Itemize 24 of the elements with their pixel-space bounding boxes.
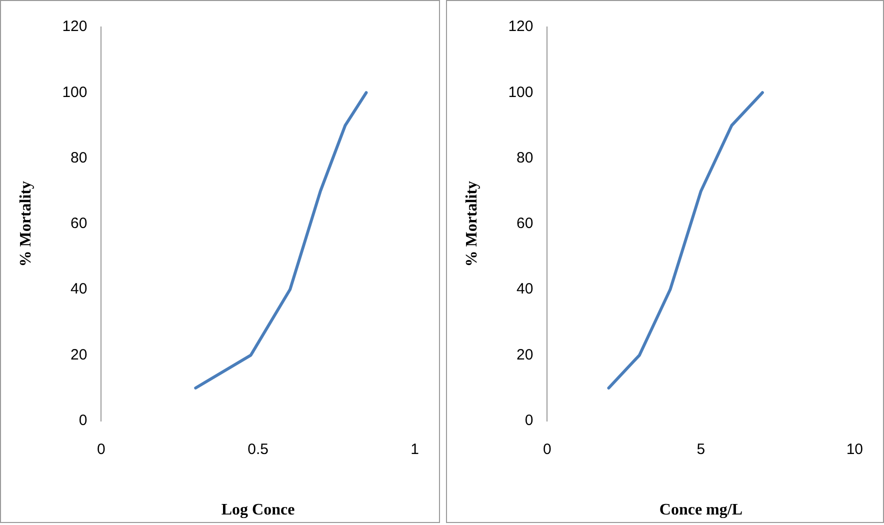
y-tick-label: 120	[62, 18, 88, 36]
y-tick-label: 40	[516, 280, 534, 298]
x-tick-label: 0	[543, 440, 552, 458]
x-axis-title: Log Conce	[221, 502, 295, 519]
y-tick-label: 20	[70, 346, 88, 364]
x-tick-label: 1	[410, 440, 419, 458]
y-tick-label: 120	[508, 18, 534, 36]
x-tick-label: 5	[696, 440, 706, 458]
y-tick-label: 100	[508, 84, 534, 101]
y-axis-title: % Mortality	[18, 181, 35, 267]
y-tick-label: 20	[516, 346, 534, 364]
x-tick-label: 10	[846, 440, 863, 458]
y-tick-label: 0	[78, 412, 88, 429]
x-tick-label: 0.5	[248, 440, 268, 458]
y-tick-label: 60	[70, 215, 88, 232]
y-tick-label: 100	[62, 84, 88, 101]
x-tick-label: 0	[97, 440, 106, 458]
y-tick-label: 40	[70, 280, 88, 298]
y-tick-label: 0	[524, 412, 534, 429]
y-tick-label: 60	[516, 215, 534, 232]
y-tick-label: 80	[516, 149, 534, 166]
x-axis-title: Conce mg/L	[659, 502, 742, 519]
y-tick-label: 80	[70, 149, 88, 166]
y-axis-title: % Mortality	[464, 181, 481, 267]
